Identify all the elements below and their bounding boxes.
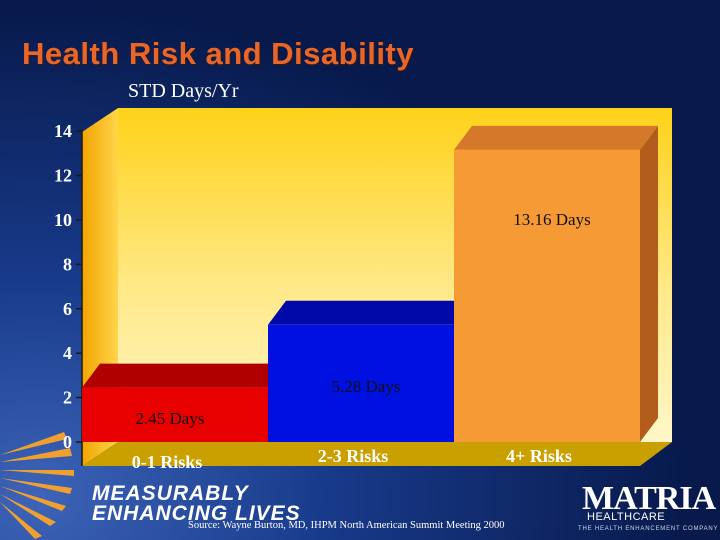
tagline-line-2: ENHANCING LIVES xyxy=(92,502,301,525)
y-tick-label: 0 xyxy=(63,432,72,452)
data-label-1: 2.45 Days xyxy=(136,409,205,428)
category-label-3: 4+ Risks xyxy=(506,446,572,466)
bar-top-1 xyxy=(82,363,286,388)
sunburst-logo xyxy=(0,432,74,539)
y-tick-label: 2 xyxy=(63,388,72,408)
y-tick-label: 8 xyxy=(63,254,72,274)
y-tick-label: 6 xyxy=(63,299,72,319)
bar-1 xyxy=(82,387,268,442)
y-tick-label: 4 xyxy=(63,343,72,363)
logo-tagline: THE HEALTH ENHANCEMENT COMPANY xyxy=(578,526,719,532)
data-label-2: 5.28 Days xyxy=(332,377,401,396)
category-label-2: 2-3 Risks xyxy=(318,446,389,466)
y-axis-label: STD Days/Yr xyxy=(128,80,239,102)
data-label-3: 13.16 Days xyxy=(513,210,590,229)
page-title: Health Risk and Disability xyxy=(22,36,414,71)
bar-top-2 xyxy=(268,300,472,325)
tagline-line-1: MEASURABLY xyxy=(92,482,249,505)
matria-logo: MATRIA xyxy=(582,480,716,517)
y-tick-label: 10 xyxy=(54,210,72,230)
bar-2 xyxy=(268,324,454,442)
y-tick-label: 12 xyxy=(54,166,72,186)
bar-side-3 xyxy=(640,125,658,443)
category-label-1: 0-1 Risks xyxy=(132,452,203,472)
bar-top-3 xyxy=(454,125,658,150)
chart-floor xyxy=(82,442,672,466)
y-tick-label: 14 xyxy=(54,121,72,141)
bar-3 xyxy=(454,149,640,442)
source-citation: Source: Wayne Burton, MD, IHPM North Ame… xyxy=(188,520,505,531)
logo-subtitle: HEALTHCARE xyxy=(587,511,666,523)
